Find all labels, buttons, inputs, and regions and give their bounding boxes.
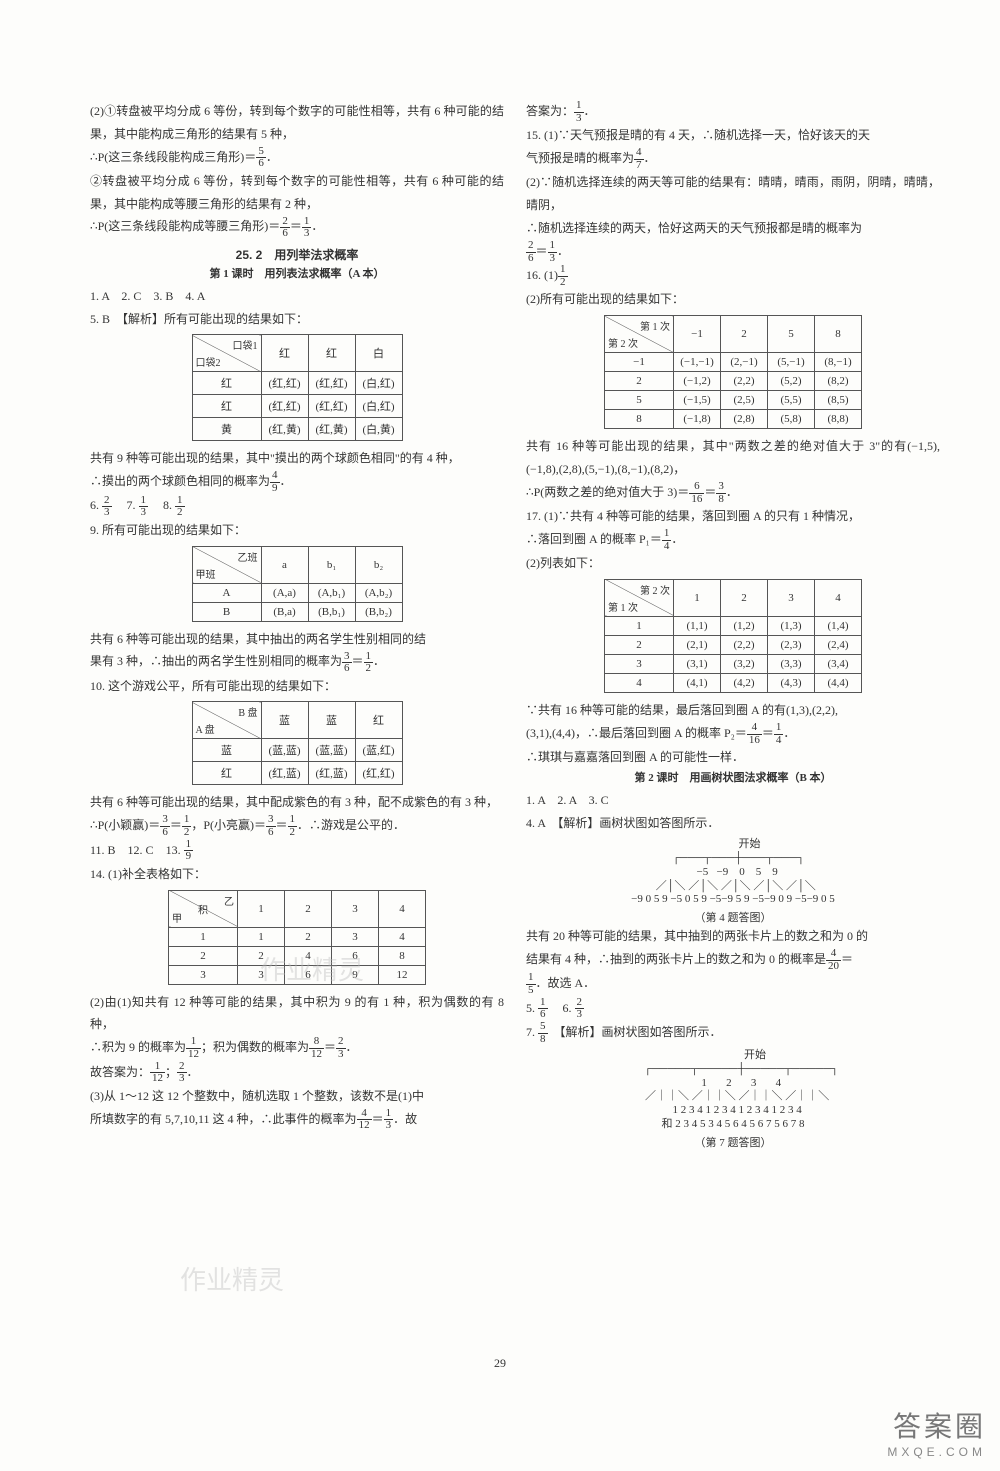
text: ②转盘被平均分成 6 等份，转到每个数字的可能性相等，共有 6 种可能的结果，其… [90,170,504,216]
sub-title: 第 1 课时 用列表法求概率（A 本） [90,265,504,281]
text: 15．故选 A． [526,972,940,996]
text: 果有 3 种，∴抽出的两名学生性别相同的概率为36＝12． [90,650,504,674]
text: 答案为：13． [526,100,940,124]
caption: （第 7 题答图） [526,1134,940,1150]
page: (2)①转盘被平均分成 6 等份，转到每个数字的可能性相等，共有 6 种可能的结… [0,0,1000,1471]
text: 共有 20 种等可能的结果，其中抽到的两张卡片上的数之和为 0 的 [526,925,940,948]
text: 4. A 【解析】画树状图如答图所示． [526,812,940,835]
text: 26＝13． [526,240,940,264]
text: (2)所有可能出现的结果如下： [526,288,940,311]
text: (3,1),(4,4)，∴最后落回到圈 A 的概率 P₂＝416＝14． [526,722,940,746]
footer-logo-url: MXQE.COM [887,1445,986,1459]
text: ∴P(两数之差的绝对值大于 3)＝616＝38． [526,481,940,505]
text: ∴落回到圈 A 的概率 P₁＝14． [526,528,940,552]
text: ∴P(这三条线段能构成等腰三角形)＝26＝13． [90,215,504,239]
answers: 5. 16 6. 23 [526,997,940,1021]
text: 共有 16 种等可能出现的结果，其中"两数之差的绝对值大于 3"的有(−1,5)… [526,435,940,481]
answers: 6. 23 7. 13 8. 12 [90,494,504,518]
text: 14. (1)补全表格如下： [90,863,504,886]
text: ∴P(小颖赢)＝36＝12，P(小亮赢)＝36＝12．∴游戏是公平的． [90,814,504,838]
footer-logo-text: 答案圈 [887,1405,986,1445]
table-14: 乙甲积 1234 11234 22468 336912 [168,890,426,985]
watermark: 作业精灵 [180,1260,284,1297]
footer-logo: 答案圈 MXQE.COM [887,1405,986,1459]
text: (3)从 1～12 这 12 个整数中，随机选取 1 个整数，该数不是(1)中 [90,1085,504,1108]
text: 共有 6 种等可能出现的结果，其中抽出的两名学生性别相同的结 [90,628,504,651]
text: ∴P(这三条线段能构成三角形)＝56． [90,146,504,170]
text: (2)由(1)知共有 12 种等可能的结果，其中积为 9 的有 1 种，积为偶数… [90,991,504,1037]
text: 气预报是晴的概率为47． [526,147,940,171]
table-5: 口袋1口袋2 红红白 红(红,红)(红,红)(白,红) 红(红,红)(红,红)(… [192,334,403,441]
sub-title: 第 2 课时 用画树状图法求概率（B 本） [526,769,940,785]
table-9: 乙班甲班 ab₁b₂ A(A,a)(A,b₁)(A,b₂) B(B,a)(B,b… [192,546,403,622]
text: 结果有 4 种，∴抽到的两张卡片上的数之和为 0 的概率是420＝ [526,948,940,972]
text: 故答案为：112；23． [90,1061,504,1085]
caption: （第 4 题答图） [526,909,940,925]
text: ∵共有 16 种等可能的结果，最后落回到圈 A 的有(1,3),(2,2), [526,699,940,722]
text: ∴积为 9 的概率为112；积为偶数的概率为812＝23． [90,1036,504,1060]
text: 共有 6 种等可能出现的结果，其中配成紫色的有 3 种，配不成紫色的有 3 种， [90,791,504,814]
text: 16. (1)12 [526,264,940,288]
tree-diagram-7: 开始 ┌─────┬─────┼─────┬─────┐ 1 2 3 4 ／｜｜… [526,1049,940,1132]
text: 所填数字的有 5,7,10,11 这 4 种，∴此事件的概率为412＝13．故 [90,1108,504,1132]
table-16: 第 1 次第 2 次 −1258 −1(−1,−1)(2,−1)(5,−1)(8… [604,315,862,429]
text: (2)∵随机选择连续的两天等可能的结果有：晴晴，晴雨，雨阴，阴晴，晴晴，晴阴， [526,171,940,217]
text: 共有 9 种等可能出现的结果，其中"摸出的两个球颜色相同"的有 4 种， [90,447,504,470]
answers: 11. B 12. C 13. 19 [90,839,504,863]
text: 7. 58 【解析】画树状图如答图所示． [526,1021,940,1045]
text: 17. (1)∵共有 4 种等可能的结果，落回到圈 A 的只有 1 种情况， [526,505,940,528]
text: (2)①转盘被平均分成 6 等份，转到每个数字的可能性相等，共有 6 种可能的结… [90,100,504,146]
text: 10. 这个游戏公平，所有可能出现的结果如下： [90,675,504,698]
text: 5. B 【解析】所有可能出现的结果如下： [90,308,504,331]
page-number: 29 [0,1356,1000,1371]
tree-diagram-4: 开始 ┌───┬───┼───┬───┐ −5 −9 0 5 9 ／│＼ ／│＼… [526,838,940,907]
section-title: 25. 2 用列举法求概率 [90,246,504,263]
text: 15. (1)∵天气预报是晴的有 4 天，∴随机选择一天，恰好该天的天 [526,124,940,147]
table-17: 第 2 次第 1 次 1234 1(1,1)(1,2)(1,3)(1,4) 2(… [604,579,862,693]
text: ∴琪琪与嘉嘉落回到圈 A 的可能性一样． [526,746,940,769]
text: 9. 所有可能出现的结果如下： [90,519,504,542]
text: ∴随机选择连续的两天，恰好这两天的天气预报都是晴的概率为 [526,217,940,240]
table-10: B 盘A 盘 蓝蓝红 蓝(蓝,蓝)(蓝,蓝)(蓝,红) 红(红,蓝)(红,蓝)(… [192,701,403,785]
answers: 1. A 2. C 3. B 4. A [90,285,504,308]
answers: 1. A 2. A 3. C [526,789,940,812]
text: ∴摸出的两个球颜色相同的概率为49． [90,470,504,494]
text: (2)列表如下： [526,552,940,575]
